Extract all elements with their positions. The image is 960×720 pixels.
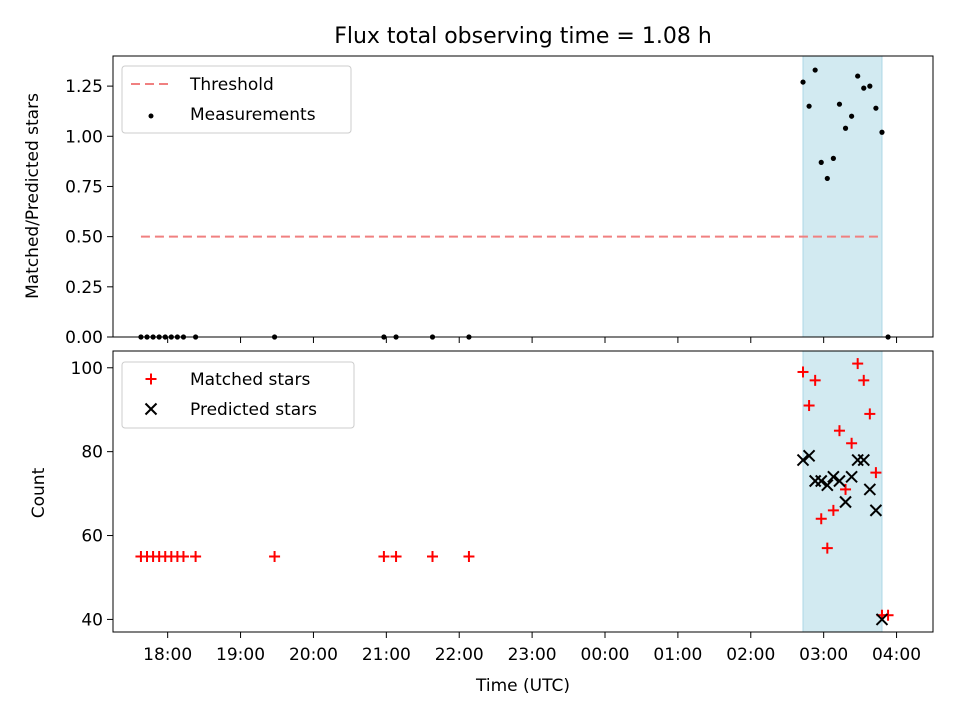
matched-star-point: [177, 551, 189, 563]
measurement-point: [812, 67, 818, 73]
matched-star-point: [870, 467, 882, 479]
x-tick-label: 01:00: [653, 645, 702, 665]
top-x-ticks: [167, 337, 898, 343]
predicted-star-point: [815, 474, 828, 488]
measurement-point: [842, 125, 849, 131]
predicted-star-point: [821, 479, 834, 492]
predicted-star-point: [869, 504, 883, 517]
matched-star-point: [426, 551, 438, 563]
legend-matched-swatch: [145, 373, 157, 385]
legend-matched-marker: [145, 373, 157, 385]
bottom-y-axis: 40 60 80 100: [71, 359, 113, 630]
legend-threshold-label: Threshold: [189, 75, 274, 95]
top-y-label: Matched/Predicted stars: [23, 93, 43, 299]
bottom-x-axis: 18:00 19:00 20:00 21:00 22:00 23:00 00:00 01:00…: [143, 632, 921, 665]
predicted-star-point: [845, 470, 858, 484]
x-tick-label: 02:00: [726, 645, 775, 665]
matched-star-point: [821, 542, 833, 554]
predicted-star-point: [827, 470, 840, 484]
x-tick-label: 21:00: [362, 645, 411, 665]
measurement-point: [879, 129, 885, 135]
measurement-point: [818, 159, 824, 165]
x-tick-label: 03:00: [799, 645, 848, 665]
bottom-points: [135, 358, 894, 626]
y-tick-label: 60: [81, 527, 103, 547]
bottom-y-label: Count: [29, 467, 49, 518]
x-axis-label: Time (UTC): [475, 676, 570, 696]
y-tick-label: 80: [81, 443, 103, 463]
matched-star-point: [815, 513, 827, 525]
predicted-star-point: [796, 453, 810, 467]
measurement-point: [861, 85, 867, 91]
matched-star-point: [858, 374, 870, 386]
matched-star-point: [833, 425, 845, 437]
matched-star-point: [846, 437, 858, 449]
predicted-star-point: [863, 483, 877, 496]
bottom-plot-frame: [112, 350, 934, 633]
x-tick-label: 00:00: [581, 645, 630, 665]
y-tick-label: 0.50: [65, 228, 103, 248]
legend-predicted-swatch: [144, 402, 158, 416]
x-tick-label: 19:00: [216, 645, 265, 665]
matched-star-point: [852, 358, 864, 370]
matched-star-point: [378, 551, 390, 563]
bottom-legend-box: [121, 361, 355, 429]
predicted-star-point: [839, 495, 852, 509]
x-tick-label: 18:00: [143, 645, 192, 665]
matched-star-point: [827, 504, 839, 516]
measurement-point: [824, 175, 830, 182]
y-tick-label: 1.25: [65, 77, 103, 97]
measurement-point: [873, 105, 879, 111]
x-tick-label: 22:00: [435, 645, 484, 665]
matched-star-point: [803, 400, 815, 412]
predicted-star-point: [857, 453, 870, 467]
matched-star-point: [190, 551, 202, 563]
predicted-star-point: [875, 613, 889, 626]
legend-measurements-label: Measurements: [190, 105, 316, 125]
matched-star-point: [864, 408, 876, 420]
top-legend: Threshold Measurements: [121, 65, 352, 134]
y-tick-label: 0.75: [65, 177, 103, 197]
top-panel: 0.00 0.25 0.50 0.75 1.00 1.25 Matched/Predict…: [23, 55, 934, 348]
predicted-star-point: [802, 449, 816, 463]
y-tick-label: 40: [81, 610, 103, 630]
measurement-point: [855, 73, 861, 79]
measurement-point: [830, 155, 836, 161]
matched-star-point: [390, 551, 402, 563]
y-tick-label: 0.25: [65, 278, 103, 298]
measurement-point: [849, 113, 855, 119]
legend-measurements-swatch: [148, 113, 154, 119]
y-tick-label: 100: [71, 359, 103, 379]
measurement-point: [867, 83, 873, 89]
matched-star-point: [797, 366, 809, 378]
bottom-legend: Matched stars Predicted stars: [121, 361, 355, 429]
top-shaded-span: [802, 55, 883, 338]
predicted-star-point: [833, 474, 846, 488]
bottom-shaded-span: [802, 350, 883, 633]
measurement-point: [806, 103, 812, 109]
top-y-axis: 0.00 0.25 0.50 0.75 1.00 1.25: [65, 77, 113, 348]
legend-predicted-label: Predicted stars: [190, 400, 317, 420]
legend-matched-label: Matched stars: [190, 370, 310, 390]
legend-predicted-marker: [144, 402, 158, 416]
y-tick-label: 1.00: [65, 127, 103, 147]
top-legend-box: [121, 65, 352, 134]
top-plot-frame: [112, 55, 934, 338]
x-tick-label: 23:00: [508, 645, 557, 665]
chart-title: Flux total observing time = 1.08 h: [334, 24, 712, 49]
measurement-point: [836, 101, 843, 107]
bottom-panel: 40 60 80 100 18:00 19:00 20:00 21:00 22:00 23:00…: [29, 350, 934, 696]
y-tick-label: 0.00: [65, 328, 103, 348]
matched-star-point: [882, 609, 894, 621]
matched-star-point: [269, 551, 281, 563]
matched-star-point: [463, 551, 475, 563]
x-tick-label: 20:00: [289, 645, 338, 665]
measurement-point: [800, 79, 806, 85]
x-tick-label: 04:00: [872, 645, 921, 665]
matched-star-point: [809, 374, 821, 386]
